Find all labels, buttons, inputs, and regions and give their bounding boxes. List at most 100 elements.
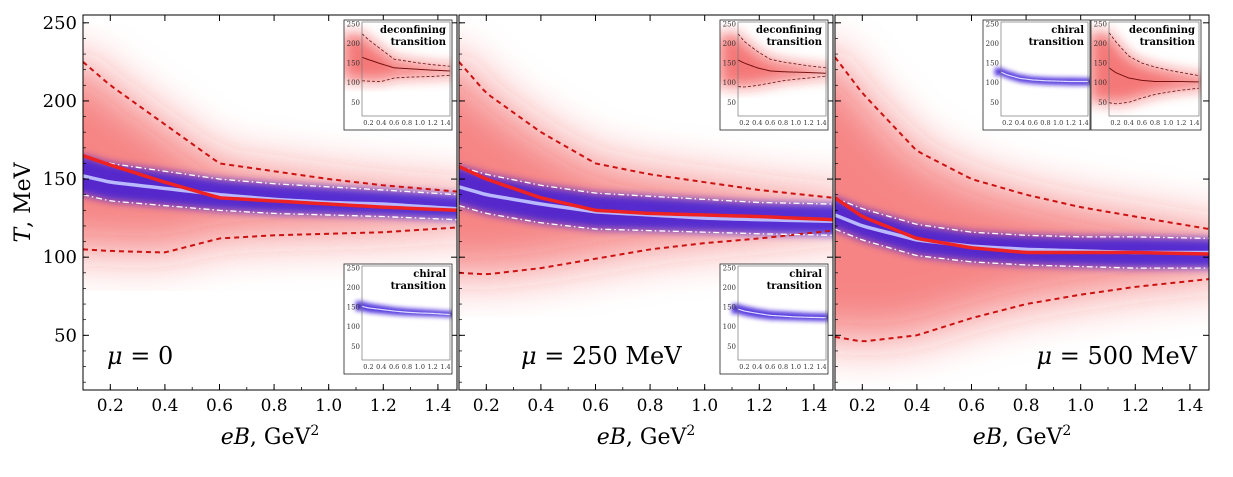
inset-chiral: 50 100 150 200 250 0.2 0.4 0.6 0.8 1.0 1.2 1.4 chira… bbox=[719, 263, 829, 375]
inset-x-tick-label: 1.4 bbox=[816, 363, 826, 371]
inset-y-tick-label: 150 bbox=[723, 60, 736, 68]
inset-x-tick-label: 0.2 bbox=[363, 119, 373, 127]
mu-symbol: μ bbox=[1036, 342, 1059, 370]
inset-frame bbox=[982, 19, 1091, 131]
inset-x-tick-label: 0.8 bbox=[778, 119, 788, 127]
mu-label: μ = 500 MeV bbox=[1036, 342, 1197, 370]
inset-deconfining-band bbox=[1091, 32, 1201, 104]
inset-x-tick-label: 0.8 bbox=[778, 363, 788, 371]
inset-y-tick-label: 150 bbox=[347, 304, 360, 312]
inset-plot-area bbox=[731, 303, 828, 322]
inset-x-tick-label: 1.2 bbox=[427, 119, 437, 127]
mu-label: μ = 0 bbox=[107, 342, 173, 370]
inset-x-tick-label: 0.2 bbox=[363, 363, 373, 371]
inset-deconfining-upper bbox=[361, 33, 451, 67]
inset-x-tick-label: 0.4 bbox=[376, 363, 386, 371]
inset-x-tick-label: 1.0 bbox=[415, 119, 425, 127]
x-tick-label: 1.4 bbox=[424, 396, 451, 416]
inset-y-tick-label: 200 bbox=[347, 40, 360, 48]
inset-frame bbox=[343, 263, 453, 375]
inset-y-tick-label: 200 bbox=[347, 284, 360, 292]
inset-x-tick-label: 0.8 bbox=[1040, 119, 1050, 127]
x-tick-label: 0.8 bbox=[637, 396, 664, 416]
inset-plot-area bbox=[720, 33, 828, 88]
inset-deconfining-lower bbox=[1108, 87, 1200, 105]
inset-y-tick-label: 50 bbox=[727, 343, 736, 351]
y-tick-label: 250 bbox=[43, 13, 77, 34]
inset-x-tick-label: 1.4 bbox=[1189, 119, 1199, 127]
inset-title: transition bbox=[391, 281, 447, 292]
inset-y-tick-label: 50 bbox=[727, 99, 736, 107]
inset-frame bbox=[719, 19, 829, 131]
inset-y-tick-label: 250 bbox=[347, 264, 360, 272]
inset-chiral: 50 100 150 200 250 0.2 0.4 0.6 0.8 1.0 1.2 1.4 chira… bbox=[343, 263, 453, 375]
deconfining-upper-bound-line bbox=[835, 56, 1209, 231]
x-axis-label-var: eB bbox=[973, 425, 1002, 450]
inset-deconfining-line bbox=[361, 56, 451, 72]
inset-title: chiral bbox=[1051, 25, 1084, 36]
inset-y-tick-label: 50 bbox=[1098, 99, 1107, 107]
y-axis-label-var: T bbox=[11, 226, 36, 243]
inset-y-tick-label: 100 bbox=[986, 79, 999, 87]
deconfining-transition-line bbox=[459, 164, 833, 222]
inset-deconfining: 50 100 150 200 250 0.2 0.4 0.6 0.8 1.0 1.2 1.4 decon… bbox=[719, 19, 829, 131]
mu-label: μ = 250 MeV bbox=[521, 342, 682, 370]
inset-plot-area bbox=[1091, 32, 1201, 105]
x-tick-label: 1.2 bbox=[1122, 396, 1149, 416]
inset-x-tick-label: 0.2 bbox=[739, 363, 749, 371]
deconfining-upper-bound-line bbox=[83, 61, 457, 193]
x-tick-label: 0.8 bbox=[261, 396, 288, 416]
inset-x-tick-label: 0.4 bbox=[1124, 119, 1134, 127]
inset-y-tick-label: 100 bbox=[347, 79, 360, 87]
inset-title: chiral bbox=[789, 269, 822, 280]
x-tick-label: 0.4 bbox=[903, 396, 930, 416]
inset-chiral-line bbox=[1000, 71, 1088, 83]
y-tick-label: 50 bbox=[54, 325, 77, 346]
x-axis-label-unit: , GeV bbox=[1002, 425, 1064, 450]
chiral-upper-bound-line bbox=[835, 197, 1209, 240]
inset-title: transition bbox=[391, 37, 447, 48]
inset-deconfining: 50 100 150 200 250 0.2 0.4 0.6 0.8 1.0 1.2 1.4 decon… bbox=[343, 19, 453, 131]
inset-title: transition bbox=[1029, 37, 1085, 48]
inset-frame bbox=[719, 263, 829, 375]
inset-x-tick-label: 1.2 bbox=[803, 363, 813, 371]
x-axis-label: eB, GeV2 bbox=[597, 423, 696, 450]
inset-x-tick-label: 0.2 bbox=[739, 119, 749, 127]
inset-chiral: 50 100 150 200 250 0.2 0.4 0.6 0.8 1.0 1.2 1.4 chira… bbox=[982, 19, 1091, 131]
inset-axes-frame bbox=[1000, 21, 1089, 117]
inset-x-tick-label: 0.4 bbox=[752, 363, 762, 371]
mu-symbol: μ bbox=[521, 342, 544, 370]
inset-title: deconfining bbox=[380, 25, 446, 36]
inset-x-tick-label: 0.4 bbox=[1015, 119, 1025, 127]
inset-y-tick-label: 50 bbox=[351, 343, 360, 351]
x-tick-label: 0.6 bbox=[206, 396, 233, 416]
chiral-upper-bound-line bbox=[83, 155, 457, 196]
inset-x-tick-label: 1.4 bbox=[440, 363, 450, 371]
inset-y-tick-label: 100 bbox=[723, 323, 736, 331]
inset-plot-area bbox=[344, 33, 452, 82]
inset-title: transition bbox=[767, 37, 823, 48]
inset-title: deconfining bbox=[756, 25, 822, 36]
y-tick-label: 150 bbox=[43, 169, 77, 190]
panel-3-frame bbox=[834, 14, 1210, 391]
inset-y-tick-label: 150 bbox=[986, 60, 999, 68]
inset-x-tick-label: 1.2 bbox=[1176, 119, 1186, 127]
x-axis-label: eB, GeV2 bbox=[973, 423, 1072, 450]
x-tick-label: 0.4 bbox=[151, 396, 178, 416]
mu-symbol: μ bbox=[107, 342, 130, 370]
inset-x-tick-label: 1.0 bbox=[791, 363, 801, 371]
x-tick-label: 0.2 bbox=[97, 396, 124, 416]
inset-axes-frame bbox=[1108, 21, 1200, 117]
x-axis-label-var: eB bbox=[221, 425, 250, 450]
deconfining-band bbox=[835, 58, 1209, 342]
inset-axes-frame bbox=[737, 265, 827, 361]
x-axis-label: eB, GeV2 bbox=[221, 423, 320, 450]
inset-x-tick-label: 0.6 bbox=[389, 363, 399, 371]
inset-x-tick-label: 1.0 bbox=[415, 363, 425, 371]
inset-y-tick-label: 250 bbox=[347, 20, 360, 28]
x-tick-label: 1.0 bbox=[315, 396, 342, 416]
